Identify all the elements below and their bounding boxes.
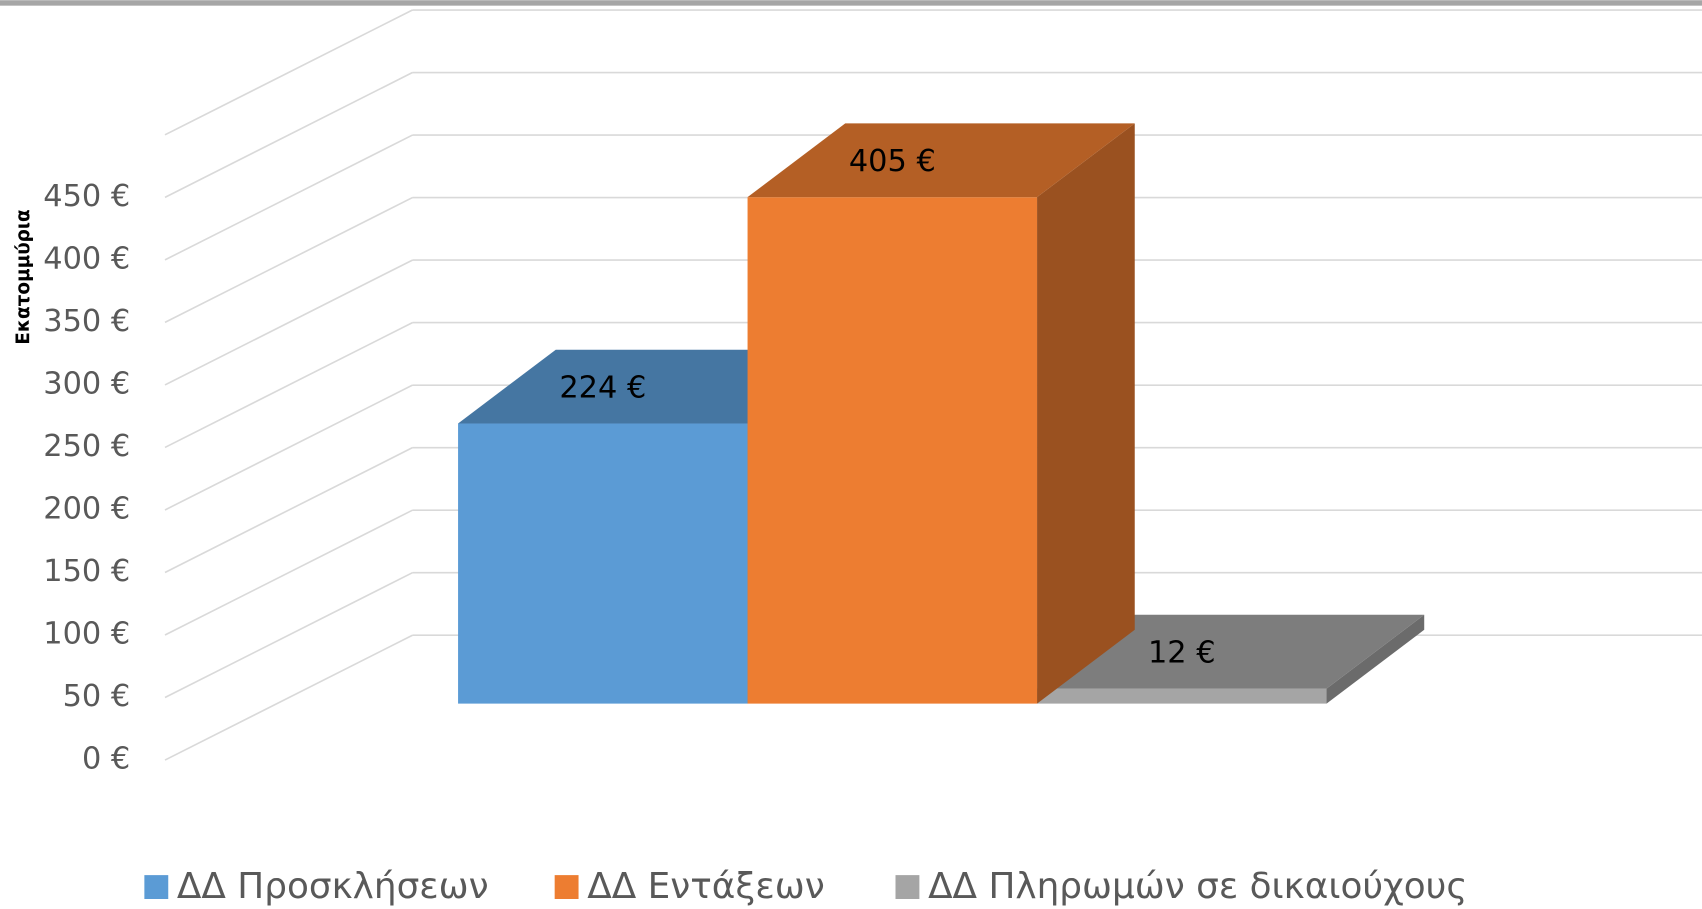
top-strip xyxy=(0,0,1702,6)
legend-swatch xyxy=(895,875,920,899)
data-label: 405 € xyxy=(849,144,936,179)
y-tick-label: 50 € xyxy=(63,679,131,714)
legend-label: ΔΔ Πληρωμών σε δικαιούχους xyxy=(928,866,1467,907)
bar xyxy=(747,197,1038,704)
y-tick-label: 350 € xyxy=(43,304,130,339)
y-tick-label: 200 € xyxy=(43,491,130,526)
grid-line xyxy=(164,321,413,449)
grid-line xyxy=(164,196,413,324)
y-tick-label: 0 € xyxy=(82,742,130,777)
grid-line xyxy=(164,446,413,574)
bar-top xyxy=(1037,614,1425,689)
bar-top xyxy=(747,123,1135,198)
legend-label: ΔΔ Προσκλήσεων xyxy=(177,866,489,907)
grid-line xyxy=(164,134,413,261)
legend-swatch xyxy=(144,875,169,899)
y-tick-label: 100 € xyxy=(43,617,130,652)
grid-line xyxy=(164,509,413,636)
grid-line xyxy=(164,9,413,136)
grid-line xyxy=(164,259,413,386)
y-tick-label: 300 € xyxy=(43,366,130,401)
y-axis-label: Εκατομμύρια xyxy=(13,209,34,344)
bar xyxy=(1037,688,1327,704)
y-tick-label: 150 € xyxy=(43,554,130,589)
data-label: 224 € xyxy=(559,370,646,405)
bar xyxy=(458,423,748,704)
legend-label: ΔΔ Εντάξεων xyxy=(587,866,825,907)
grid-line xyxy=(164,571,413,699)
grid-line xyxy=(164,384,413,511)
y-tick-label: 450 € xyxy=(43,179,130,214)
grid-line xyxy=(164,71,413,199)
legend-swatch xyxy=(554,875,579,899)
y-tick-label: 250 € xyxy=(43,429,130,464)
bar-side xyxy=(1326,614,1425,704)
data-label: 12 € xyxy=(1148,635,1216,670)
y-tick-label: 400 € xyxy=(43,241,130,276)
grid-line xyxy=(164,634,413,761)
bar-side xyxy=(1037,123,1135,704)
